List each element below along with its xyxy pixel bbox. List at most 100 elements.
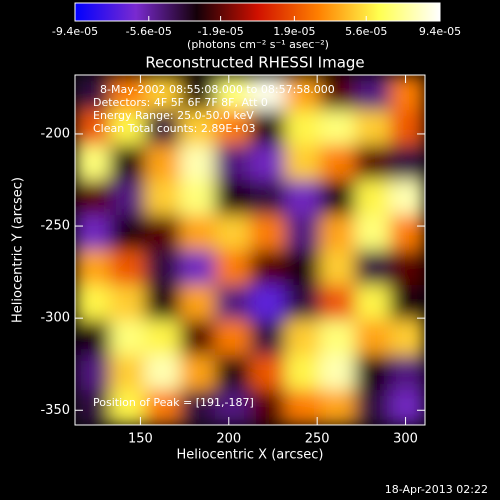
heatmap-cell <box>285 390 321 425</box>
heatmap-cell <box>180 215 216 251</box>
heatmap-cell <box>110 355 146 391</box>
heatmap-cell <box>110 285 146 321</box>
heatmap-cell <box>75 215 111 251</box>
heatmap-cell <box>320 355 356 391</box>
heatmap-cell <box>180 355 216 391</box>
heatmap-cell <box>215 285 251 321</box>
heatmap-cell <box>180 250 216 286</box>
heatmap-cell <box>75 285 111 321</box>
heatmap <box>75 75 425 425</box>
heatmap-cell <box>250 320 286 356</box>
heatmap-cell <box>285 180 321 216</box>
heatmap-cell <box>110 145 146 181</box>
heatmap-cell <box>355 145 391 181</box>
heatmap-cell <box>180 145 216 181</box>
heatmap-cell <box>180 75 216 111</box>
heatmap-cell <box>75 180 111 216</box>
heatmap-cell <box>355 320 391 356</box>
heatmap-cell <box>250 285 286 321</box>
heatmap-cell <box>355 75 391 111</box>
colorbar-tick-label: 5.6e-05 <box>345 25 387 38</box>
heatmap-cell <box>145 355 181 391</box>
annotation: Clean Total counts: 2.89E+03 <box>93 122 256 135</box>
heatmap-cell <box>215 320 251 356</box>
colorbar-tick-label: -1.9e-05 <box>198 25 244 38</box>
heatmap-cell <box>250 215 286 251</box>
heatmap-cell <box>250 390 286 425</box>
heatmap-cell <box>180 320 216 356</box>
heatmap-cell <box>215 145 251 181</box>
heatmap-cell <box>250 180 286 216</box>
heatmap-cell <box>320 390 356 425</box>
x-tick-label: 250 <box>305 432 330 447</box>
heatmap-cell <box>390 320 425 356</box>
heatmap-cell <box>75 75 111 111</box>
heatmap-cell <box>215 215 251 251</box>
heatmap-cell <box>215 110 251 146</box>
heatmap-cell <box>75 250 111 286</box>
y-tick-label: -350 <box>40 403 70 418</box>
annotation: Detectors: 4F 5F 6F 7F 8F, Att 0 <box>93 96 268 109</box>
heatmap-cell <box>250 355 286 391</box>
heatmap-cell <box>285 75 321 111</box>
heatmap-cell <box>320 215 356 251</box>
heatmap-cell <box>110 180 146 216</box>
annotation: Energy Range: 25.0-50.0 keV <box>93 109 254 122</box>
x-tick-label: 300 <box>393 432 418 447</box>
heatmap-cell <box>320 110 356 146</box>
heatmap-cell <box>390 145 425 181</box>
heatmap-cell <box>180 180 216 216</box>
heatmap-cell <box>180 285 216 321</box>
heatmap-cell <box>285 110 321 146</box>
heatmap-cell <box>285 355 321 391</box>
colorbar-tick-label: 9.4e-05 <box>419 25 461 38</box>
heatmap-cell <box>390 285 425 321</box>
heatmap-cell <box>390 250 425 286</box>
heatmap-cell <box>75 390 111 425</box>
heatmap-cell <box>285 285 321 321</box>
colorbar-tick-label: 1.9e-05 <box>273 25 315 38</box>
chart-title: Reconstructed RHESSI Image <box>145 54 364 72</box>
heatmap-cell <box>355 390 391 425</box>
y-tick-label: -200 <box>40 126 70 141</box>
heatmap-cell <box>215 390 251 425</box>
colorbar-frame <box>74 2 441 22</box>
heatmap-cell <box>110 75 146 111</box>
heatmap-cell <box>320 75 356 111</box>
heatmap-cell <box>110 250 146 286</box>
heatmap-cell <box>145 320 181 356</box>
annotation: 8-May-2002 08:55:08.000 to 08:57:58.000 <box>100 83 335 96</box>
heatmap-cell <box>320 180 356 216</box>
heatmap-cell <box>145 215 181 251</box>
heatmap-cell <box>75 320 111 356</box>
heatmap-cell <box>75 355 111 391</box>
heatmap-cell <box>320 320 356 356</box>
heatmap-cell <box>390 110 425 146</box>
annotation: Position of Peak = [191,-187] <box>93 396 254 409</box>
heatmap-cell <box>390 355 425 391</box>
colorbar-tick-label: -5.6e-05 <box>126 25 172 38</box>
heatmap-cell <box>180 110 216 146</box>
heatmap-cell <box>355 250 391 286</box>
heatmap-cell <box>355 110 391 146</box>
heatmap-cell <box>145 110 181 146</box>
plot-frame <box>74 74 426 426</box>
colorbar <box>75 3 440 21</box>
heatmap-cell <box>355 355 391 391</box>
heatmap-cell <box>145 390 181 425</box>
heatmap-cell <box>75 110 111 146</box>
heatmap-cell <box>215 75 251 111</box>
heatmap-cell <box>320 250 356 286</box>
heatmap-cell <box>390 180 425 216</box>
heatmap-cell <box>110 110 146 146</box>
heatmap-cell <box>145 250 181 286</box>
heatmap-cell <box>250 250 286 286</box>
heatmap-cell <box>145 180 181 216</box>
heatmap-cell <box>355 215 391 251</box>
heatmap-cell <box>390 390 425 425</box>
heatmap-cell <box>250 110 286 146</box>
heatmap-cell <box>285 215 321 251</box>
image <box>75 75 425 425</box>
